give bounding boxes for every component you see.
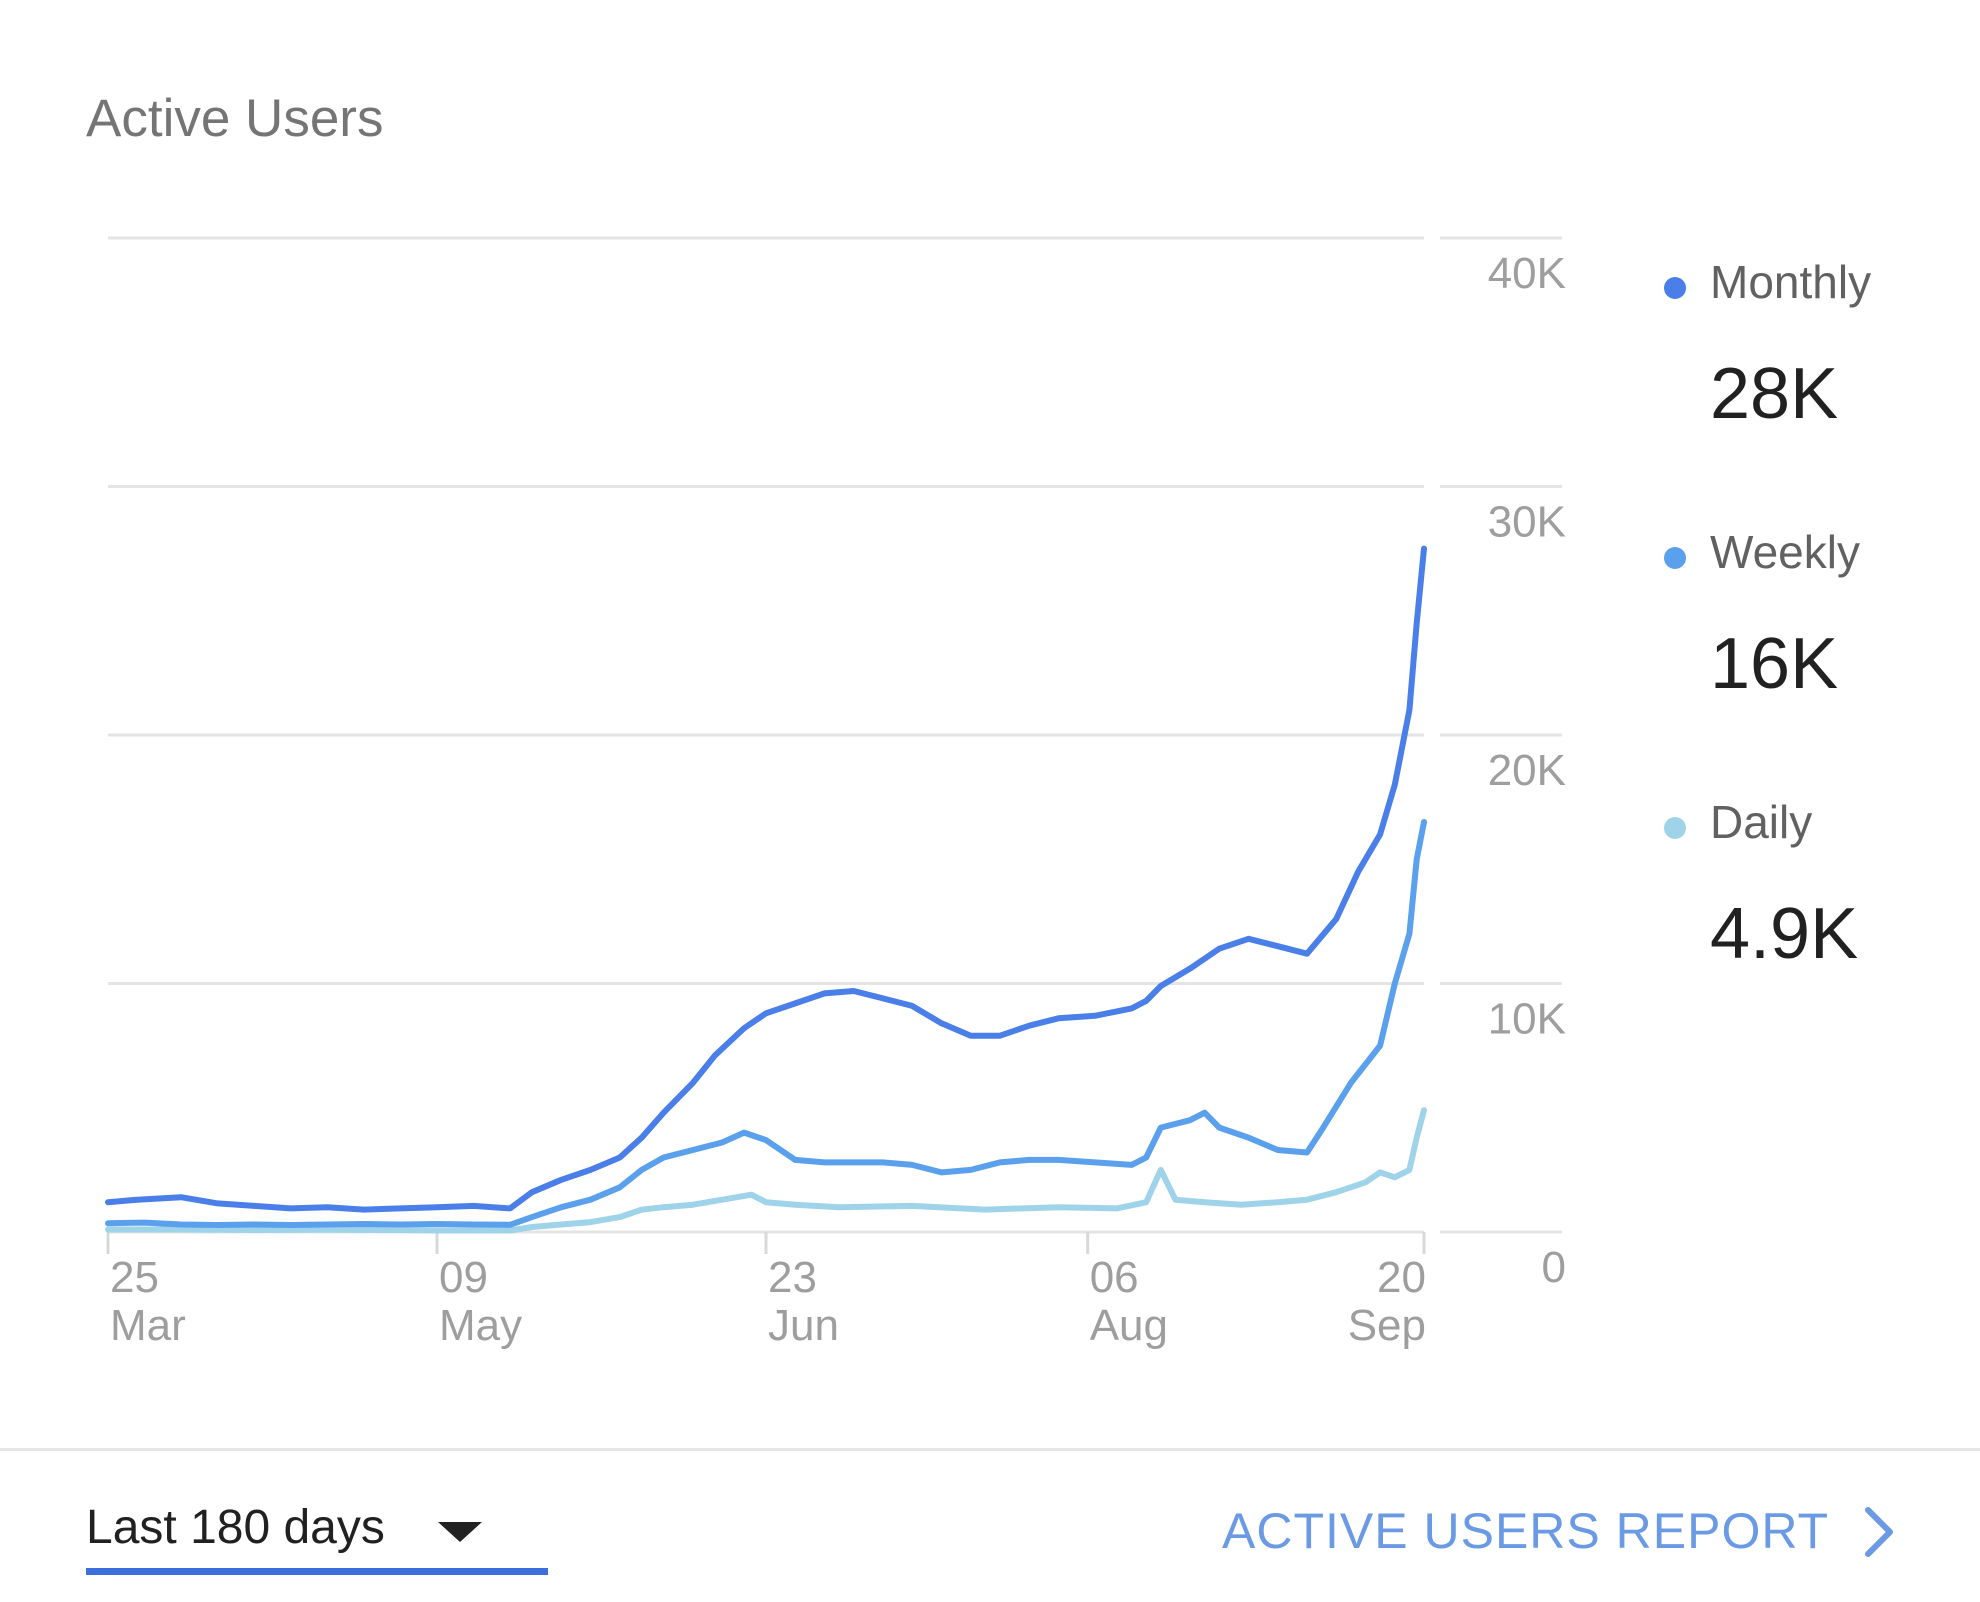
legend-label-daily: Daily: [1710, 796, 1813, 848]
caret-down-icon: [438, 1522, 482, 1542]
x-tick-day-label: 06: [1090, 1253, 1139, 1302]
y-tick-label: 30K: [1488, 498, 1566, 547]
x-tick-month-label: Jun: [768, 1301, 839, 1350]
x-tick-month-label: Sep: [1348, 1301, 1426, 1350]
x-tick-day-label: 25: [110, 1253, 159, 1302]
date-range-dropdown[interactable]: Last 180 days: [86, 1490, 548, 1576]
chevron-right-icon: [1865, 1507, 1893, 1557]
legend-dot-monthly: [1664, 277, 1686, 299]
legend-value-weekly: 16K: [1710, 624, 1839, 704]
series-line-daily: [105, 1107, 1427, 1234]
footer-divider: [0, 1448, 1980, 1451]
card-title: Active Users: [86, 89, 384, 148]
legend-value-monthly: 28K: [1710, 354, 1839, 434]
x-tick-month-label: Aug: [1090, 1301, 1168, 1350]
dropdown-underline: [86, 1568, 548, 1575]
legend-dot-daily: [1664, 817, 1686, 839]
date-range-label: Last 180 days: [86, 1501, 385, 1554]
x-tick-month-label: Mar: [110, 1301, 186, 1350]
active-users-report-link[interactable]: ACTIVE USERS REPORT: [1222, 1490, 1902, 1570]
report-link-label: ACTIVE USERS REPORT: [1222, 1503, 1830, 1559]
legend-value-daily: 4.9K: [1710, 894, 1859, 974]
series-line-weekly: [105, 819, 1427, 1228]
x-tick-day-label: 23: [768, 1253, 817, 1302]
y-tick-label: 20K: [1488, 746, 1566, 795]
x-tick-day-label: 20: [1377, 1253, 1426, 1302]
y-tick-label: 0: [1542, 1243, 1566, 1292]
x-tick-day-label: 09: [439, 1253, 488, 1302]
series-line-monthly: [105, 545, 1427, 1213]
legend-label-weekly: Weekly: [1710, 526, 1860, 578]
legend-label-monthly: Monthly: [1710, 256, 1872, 308]
legend-dot-weekly: [1664, 547, 1686, 569]
x-tick-month-label: May: [439, 1301, 522, 1350]
y-tick-label: 40K: [1488, 249, 1566, 298]
y-tick-label: 10K: [1488, 995, 1566, 1044]
